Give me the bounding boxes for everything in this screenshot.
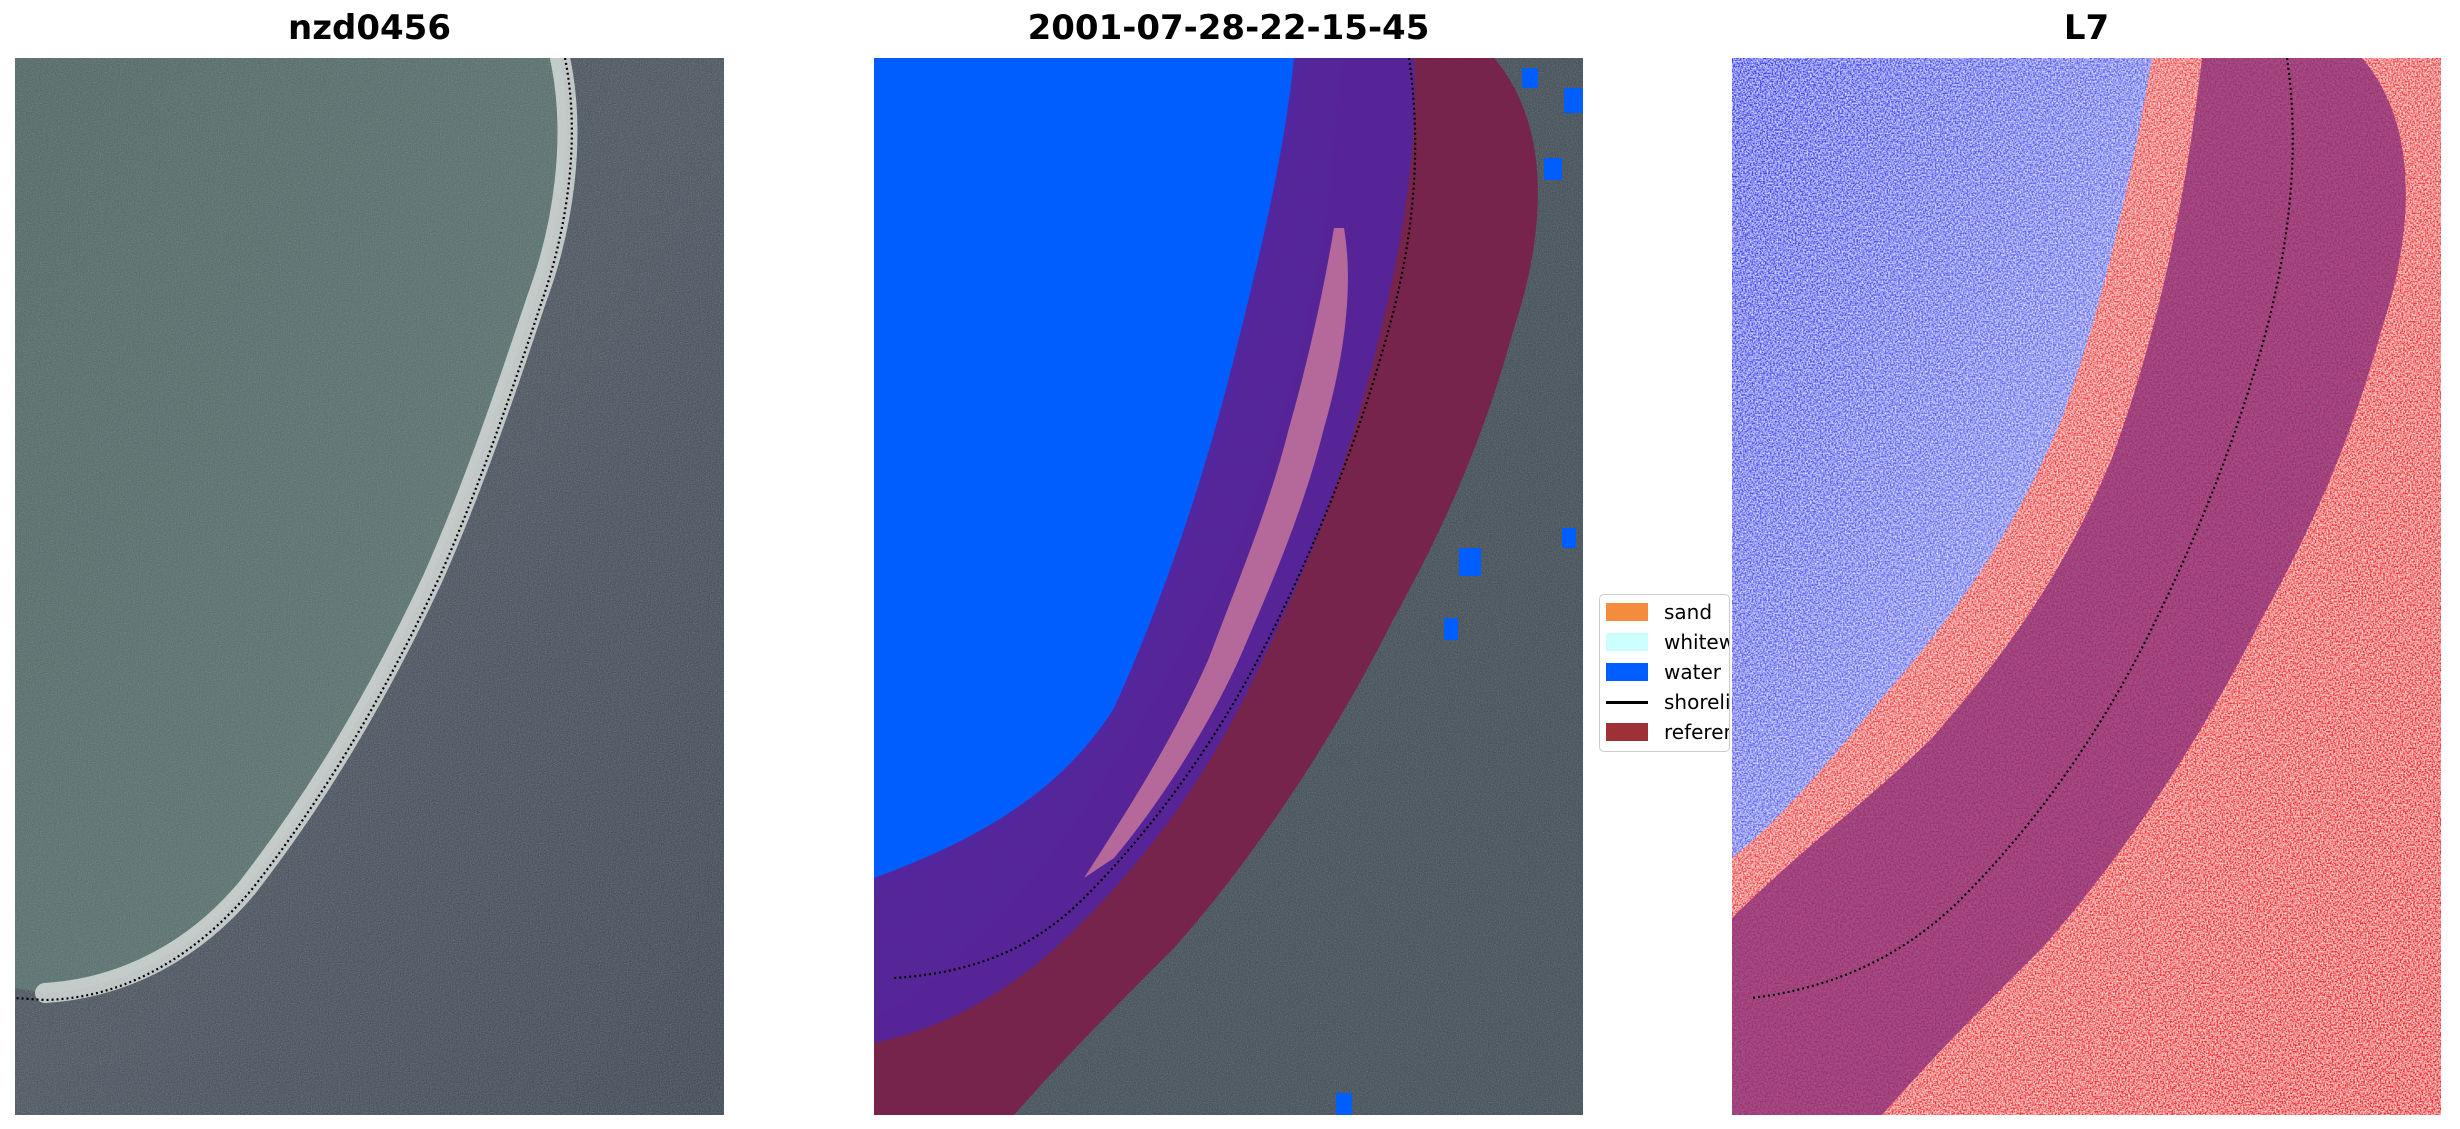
water-class-region <box>874 58 1304 888</box>
panel-title-rgb: nzd0456 <box>288 8 451 48</box>
classification-image <box>874 58 1583 1115</box>
rgb-image <box>15 58 724 1115</box>
classification-panel <box>874 58 1583 1115</box>
classified-shoreline-line <box>893 58 1417 980</box>
legend-label-water: water <box>1664 660 1721 684</box>
legend-swatch-reference-buffer <box>1606 723 1648 741</box>
buffer-on-water-region <box>874 58 1415 1043</box>
legend-label-sand: sand <box>1664 600 1713 624</box>
legend-label-reference-buffer: reference shoreline buffer <box>1664 720 1729 744</box>
index-shoreline-line <box>1751 58 2294 1000</box>
legend-item-shoreline: shoreline <box>1606 690 1730 714</box>
legend-swatch-water <box>1606 663 1648 681</box>
rgb-image-panel <box>15 58 724 1115</box>
index-buffer-region <box>1732 58 2406 1115</box>
shoreline-line <box>15 58 573 1002</box>
index-image <box>1732 58 2441 1115</box>
legend-item-water: water <box>1606 660 1721 684</box>
legend-swatch-shoreline <box>1606 700 1648 704</box>
legend-swatch-whitewater <box>1606 633 1648 651</box>
legend-item-reference-buffer: reference shoreline buffer <box>1606 720 1729 744</box>
panel-title-classification: 2001-07-28-22-15-45 <box>1027 8 1430 48</box>
index-panel <box>1732 58 2441 1115</box>
legend-swatch-sand <box>1606 603 1648 621</box>
legend-label-shoreline: shoreline <box>1664 690 1730 714</box>
legend-item-sand: sand <box>1606 600 1712 624</box>
panel-title-index: L7 <box>2063 8 2110 48</box>
